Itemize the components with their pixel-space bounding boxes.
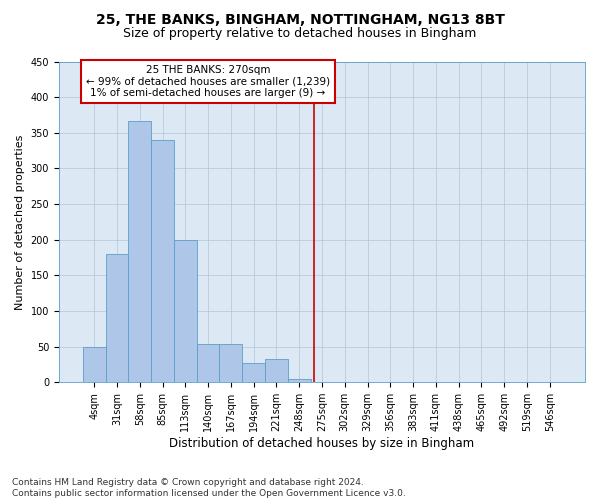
Text: 25 THE BANKS: 270sqm
← 99% of detached houses are smaller (1,239)
1% of semi-det: 25 THE BANKS: 270sqm ← 99% of detached h… — [86, 65, 330, 98]
X-axis label: Distribution of detached houses by size in Bingham: Distribution of detached houses by size … — [169, 437, 475, 450]
Bar — [128, 120, 151, 382]
Y-axis label: Number of detached properties: Number of detached properties — [15, 134, 25, 310]
Bar — [174, 240, 197, 382]
Bar — [265, 358, 288, 382]
Bar — [83, 348, 106, 382]
Bar — [288, 378, 311, 382]
Bar — [242, 363, 265, 382]
Bar — [197, 344, 220, 382]
Text: Contains HM Land Registry data © Crown copyright and database right 2024.
Contai: Contains HM Land Registry data © Crown c… — [12, 478, 406, 498]
Bar — [151, 140, 174, 382]
Bar — [106, 254, 128, 382]
Text: Size of property relative to detached houses in Bingham: Size of property relative to detached ho… — [124, 28, 476, 40]
Bar — [220, 344, 242, 382]
Text: 25, THE BANKS, BINGHAM, NOTTINGHAM, NG13 8BT: 25, THE BANKS, BINGHAM, NOTTINGHAM, NG13… — [95, 12, 505, 26]
